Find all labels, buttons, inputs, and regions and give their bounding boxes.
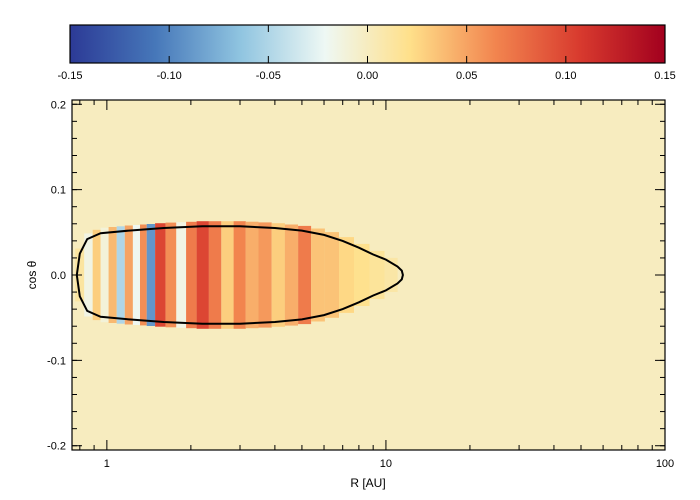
colorbar-tick-label: 0.15	[654, 70, 675, 82]
heatmap-band	[124, 225, 133, 325]
heatmap-band	[298, 225, 312, 325]
heatmap-band	[354, 243, 370, 306]
contour-line	[75, 225, 404, 325]
heatmap-band	[311, 228, 325, 322]
y-tick-label: 0.0	[51, 270, 66, 282]
heatmap-band	[100, 227, 109, 323]
heatmap-band	[140, 224, 147, 326]
heatmap-band	[258, 222, 272, 328]
heatmap-band	[108, 227, 117, 323]
x-tick-label: 100	[656, 458, 674, 470]
y-tick-label: -0.1	[47, 355, 66, 367]
y-tick-label: 0.1	[51, 185, 66, 197]
heatmap-band	[284, 224, 298, 326]
heatmap-band	[271, 223, 285, 327]
heatmap-band	[196, 221, 209, 329]
heatmap-layer	[75, 221, 398, 329]
colorbar-tick-label: 0.00	[357, 70, 378, 82]
heatmap-band	[165, 222, 177, 328]
heatmap-band	[369, 250, 385, 299]
colorbar: -0.15 -0.10 -0.05 0.00 0.05 0.10 0.15	[57, 24, 676, 82]
heatmap-band	[208, 221, 222, 329]
heatmap-band	[146, 224, 156, 326]
heatmap-band	[155, 223, 166, 327]
colorbar-ticks: -0.15 -0.10 -0.05 0.00 0.05 0.10 0.15	[57, 25, 676, 82]
heatmap-band	[221, 221, 234, 329]
colorbar-tick-label: -0.15	[57, 70, 82, 82]
colorbar-tick-label: 0.05	[456, 70, 477, 82]
colorbar-tick-label: 0.10	[555, 70, 576, 82]
x-tick-label: 1	[104, 458, 110, 470]
x-axis-label: R [AU]	[350, 476, 385, 490]
heatmap-band	[176, 222, 187, 328]
heatmap-band	[245, 221, 259, 329]
x-tick-label: 10	[380, 458, 392, 470]
heatmap-band	[324, 232, 339, 318]
y-tick-label: 0.2	[51, 99, 66, 111]
y-axis-label: cos θ	[25, 260, 39, 289]
y-tick-label: -0.2	[47, 441, 66, 453]
heatmap-band	[132, 225, 140, 325]
heatmap-band	[116, 226, 125, 324]
axis-ticks: 1 10 100 0.2 0.1 0.0 -0.1 -0.2	[47, 99, 674, 470]
heatmap-band	[384, 257, 398, 292]
heatmap-band	[339, 237, 354, 313]
heatmap-band	[84, 233, 93, 317]
plot-area: 1 10 100 0.2 0.1 0.0 -0.1 -0.2	[47, 99, 674, 470]
colorbar-tick-label: -0.05	[256, 70, 281, 82]
heatmap-band	[233, 221, 246, 329]
colorbar-tick-label: -0.10	[157, 70, 182, 82]
heatmap-band	[92, 229, 101, 321]
heatmap-band	[186, 221, 197, 329]
